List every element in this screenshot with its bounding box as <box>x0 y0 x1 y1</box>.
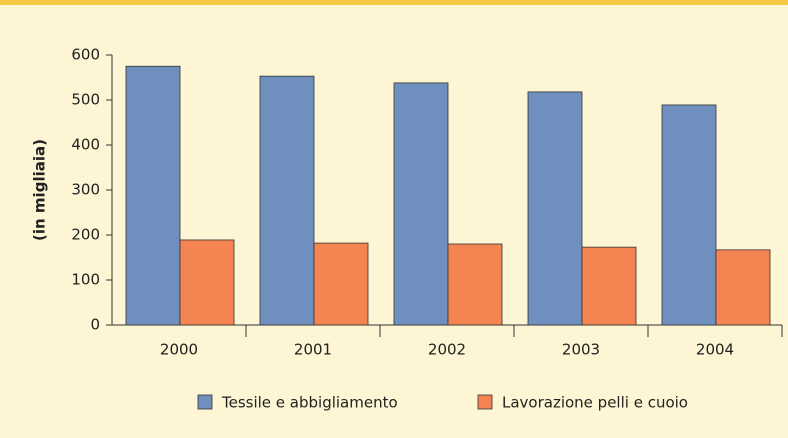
top-border <box>0 0 788 5</box>
bar <box>581 246 637 326</box>
legend-label: Tessile e abbigliamento <box>221 394 398 412</box>
x-tick-label: 2002 <box>428 341 466 359</box>
legend-swatch <box>477 394 493 410</box>
y-tick-label: 400 <box>71 136 100 154</box>
y-tick-label: 600 <box>71 46 100 64</box>
x-tick-label: 2004 <box>696 341 734 359</box>
bar <box>259 75 315 326</box>
y-tick-label: 200 <box>71 226 100 244</box>
x-tick-label: 2003 <box>562 341 600 359</box>
legend-swatch <box>197 394 213 410</box>
bar <box>661 104 717 326</box>
y-tick-label: 300 <box>71 181 100 199</box>
y-tick-label: 100 <box>71 271 100 289</box>
bar <box>527 91 583 326</box>
legend-label: Lavorazione pelli e cuoio <box>502 394 688 412</box>
bar <box>393 82 449 326</box>
bar <box>179 239 235 326</box>
y-tick-label: 500 <box>71 91 100 109</box>
y-axis-label: (in migliaia) <box>31 139 49 241</box>
bar <box>125 65 181 326</box>
bar <box>447 243 503 326</box>
x-tick-label: 2000 <box>160 341 198 359</box>
bar <box>715 249 771 326</box>
bar <box>313 242 369 326</box>
y-tick-label: 0 <box>90 316 100 334</box>
x-tick-label: 2001 <box>294 341 332 359</box>
